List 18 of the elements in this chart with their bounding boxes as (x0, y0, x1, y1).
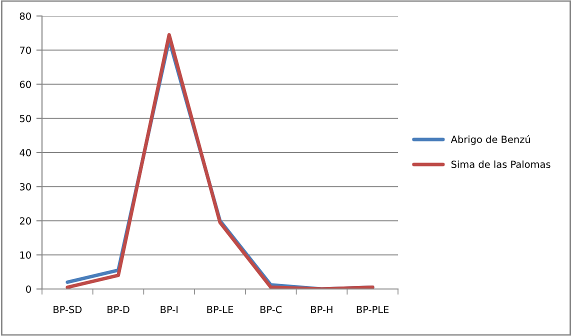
y-tick-label: 10 (20, 251, 31, 259)
y-tick-label: 30 (20, 183, 31, 190)
x-tick-label: BP-D (108, 306, 130, 314)
x-tick-label: BP-I (160, 306, 178, 314)
legend-label: Sima de las Palomas (451, 160, 550, 168)
y-tick-label: 40 (20, 148, 31, 156)
legend-label: Abrigo de Benzú (450, 135, 530, 145)
y-tick-label: 50 (20, 114, 31, 122)
y-tick-label: 60 (20, 80, 31, 88)
y-tick-label: 20 (20, 217, 31, 225)
y-tick-label: 70 (20, 46, 31, 54)
x-tick-label: BP-SD (54, 306, 82, 314)
x-tick-label: BP-LE (207, 306, 234, 314)
y-tick-label: 0 (26, 285, 31, 293)
x-tick-label: BP-C (260, 306, 282, 314)
y-tick-label: 80 (20, 12, 31, 20)
x-tick-label: BP-H (311, 306, 332, 314)
x-tick-label: BP-PLE (356, 306, 389, 314)
